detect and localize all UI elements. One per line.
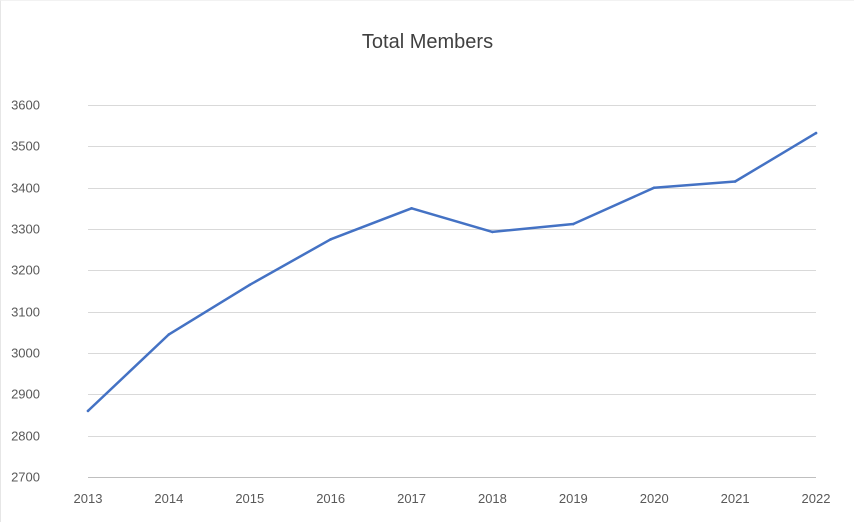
x-tick-label: 2013 bbox=[74, 491, 103, 506]
data-point bbox=[329, 238, 332, 241]
data-point bbox=[248, 283, 252, 287]
data-point bbox=[814, 131, 818, 135]
data-point bbox=[572, 222, 575, 226]
chart-title: Total Members bbox=[361, 31, 494, 53]
x-tick-label: 2019 bbox=[559, 491, 588, 506]
x-tick-label: 2016 bbox=[316, 491, 345, 506]
x-tick-label: 2020 bbox=[640, 491, 669, 506]
data-point bbox=[410, 207, 413, 210]
y-tick-label: 2700 bbox=[11, 470, 40, 485]
y-tick-label: 3400 bbox=[11, 181, 40, 196]
y-axis: 2700 2800 2900 3000 3100 3200 3300 3400 3500 3600 bbox=[11, 98, 40, 485]
x-tick-label: 2018 bbox=[478, 491, 507, 506]
series-layer bbox=[86, 131, 818, 413]
y-tick-label: 3000 bbox=[11, 346, 40, 361]
y-tick-label: 3100 bbox=[11, 305, 40, 320]
x-tick-label: 2021 bbox=[721, 491, 750, 506]
x-tick-label: 2014 bbox=[154, 491, 183, 506]
x-axis: 2013 2014 2015 2016 2017 2018 2019 2020 2021 2022 bbox=[74, 491, 831, 506]
data-point bbox=[86, 409, 90, 413]
y-tick-label: 2800 bbox=[11, 429, 40, 444]
gridlines bbox=[88, 105, 816, 478]
data-point bbox=[491, 230, 494, 234]
y-tick-label: 2900 bbox=[11, 387, 40, 402]
data-point bbox=[652, 186, 656, 189]
x-tick-label: 2022 bbox=[802, 491, 831, 506]
y-tick-label: 3200 bbox=[11, 263, 40, 278]
y-tick-label: 3600 bbox=[11, 98, 40, 113]
y-tick-label: 3300 bbox=[11, 222, 40, 237]
x-tick-label: 2015 bbox=[235, 491, 264, 506]
data-point bbox=[167, 333, 171, 336]
x-tick-label: 2017 bbox=[397, 491, 426, 506]
data-point bbox=[733, 180, 737, 183]
series-line bbox=[86, 131, 818, 413]
y-tick-label: 3500 bbox=[11, 139, 40, 154]
